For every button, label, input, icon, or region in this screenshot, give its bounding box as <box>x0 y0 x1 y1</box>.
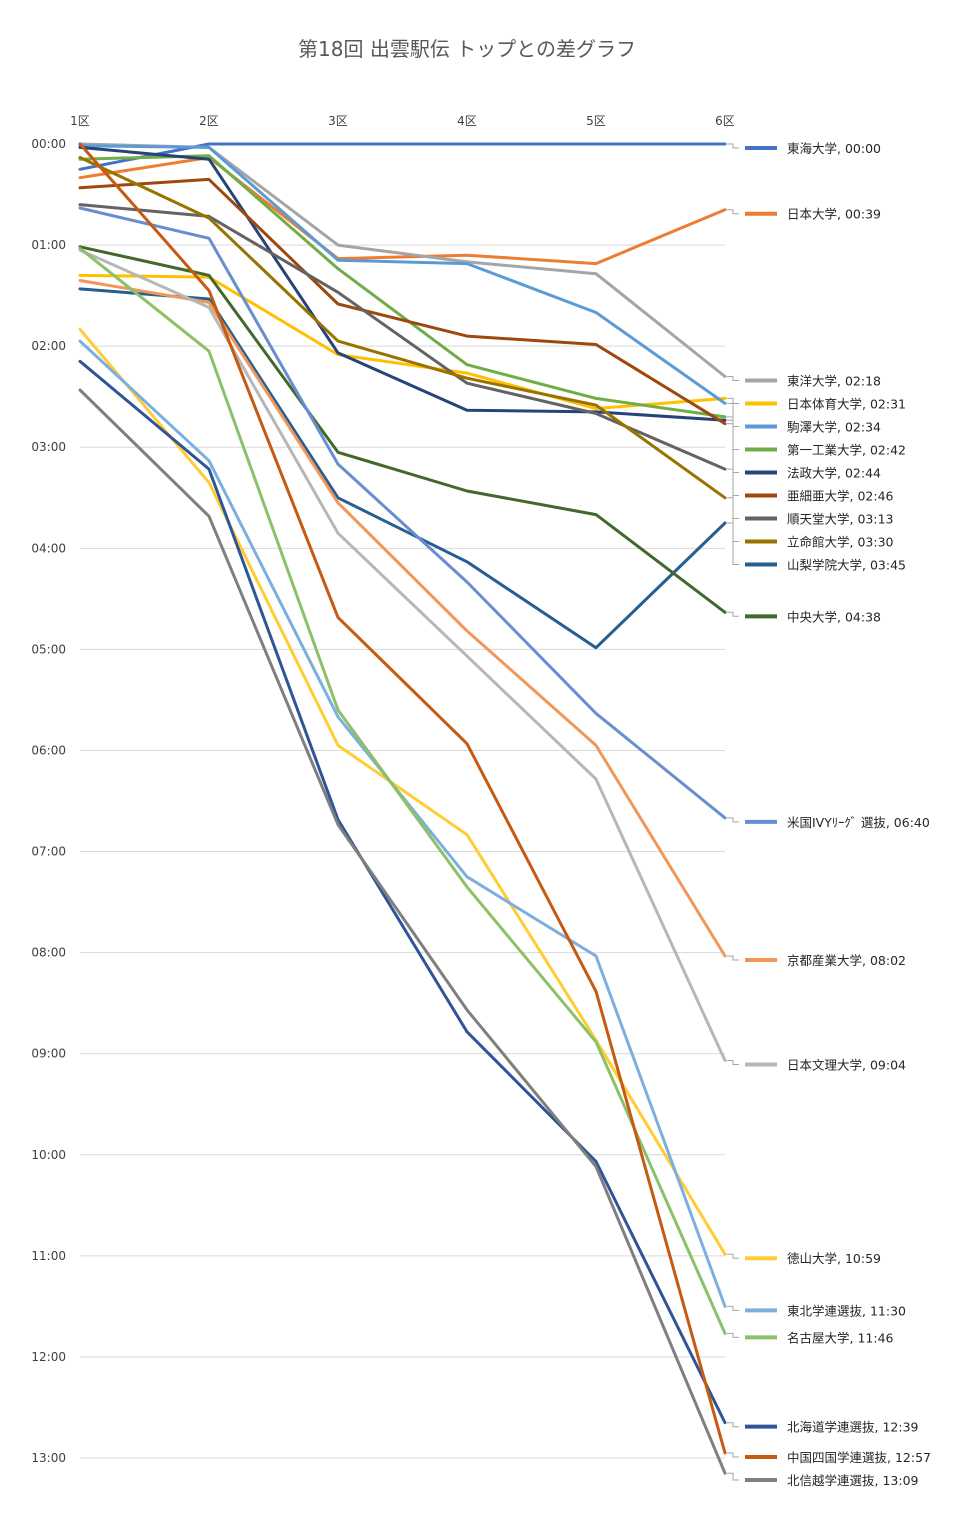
y-tick-label: 11:00 <box>31 1249 66 1263</box>
y-tick-label: 02:00 <box>31 339 66 353</box>
legend-label: 順天堂大学, 03:13 <box>787 511 893 526</box>
legend-leader-line <box>727 1422 739 1428</box>
legend-leader-line <box>727 1060 739 1065</box>
gridlines <box>80 244 725 1459</box>
series-lines <box>78 142 727 1475</box>
legend: 東海大学, 00:00 日本大学, 00:39 東洋大学, 02:18 日本体育大学,… <box>727 141 931 1488</box>
legend-label: 日本体育大学, 02:31 <box>787 396 906 411</box>
legend-label: 東北学連選抜, 11:30 <box>787 1303 906 1318</box>
y-tick-label: 06:00 <box>31 743 66 757</box>
series-line <box>78 246 727 1335</box>
legend-label: 立命館大学, 03:30 <box>787 534 894 549</box>
series-line <box>78 154 727 419</box>
legend-label: 日本大学, 00:39 <box>787 207 881 222</box>
series-line <box>78 388 727 1475</box>
legend-label: 日本文理大学, 09:04 <box>787 1057 906 1072</box>
y-tick-label: 07:00 <box>31 845 66 859</box>
legend-label: 米国IVYﾘｰｸﾞ 選抜, 06:40 <box>787 815 930 830</box>
legend-label: 亜細亜大学, 02:46 <box>787 488 894 503</box>
series-line <box>78 177 727 426</box>
legend-leader-line <box>727 1253 739 1259</box>
legend-leader-line <box>727 402 739 427</box>
x-tick-label: 3区 <box>328 114 348 128</box>
x-tick-label: 5区 <box>586 114 606 128</box>
legend-label: 中央大学, 04:38 <box>787 609 881 624</box>
x-tick-label: 4区 <box>457 114 477 128</box>
legend-label: 徳山大学, 10:59 <box>787 1251 881 1266</box>
legend-leader-line <box>727 497 739 542</box>
legend-label: 名古屋大学, 11:46 <box>787 1330 894 1345</box>
legend-label: 中国四国学連選抜, 12:57 <box>787 1450 931 1465</box>
legend-label: 法政大学, 02:44 <box>787 465 881 480</box>
y-tick-label: 08:00 <box>31 946 66 960</box>
series-line <box>78 248 727 1062</box>
y-tick-label: 13:00 <box>31 1451 66 1465</box>
legend-leader-line <box>727 955 739 961</box>
legend-leader-line <box>727 143 739 149</box>
y-tick-label: 01:00 <box>31 238 66 252</box>
series-line <box>78 156 727 266</box>
legend-leader-line <box>727 376 739 381</box>
legend-leader-line <box>727 1332 739 1338</box>
y-tick-label: 05:00 <box>31 642 66 656</box>
series-line <box>78 156 727 500</box>
legend-leader-line <box>727 611 739 617</box>
y-tick-label: 03:00 <box>31 440 66 454</box>
legend-leader-line <box>727 209 739 215</box>
series-line <box>78 142 727 378</box>
series-line <box>78 203 727 471</box>
series-line <box>78 245 727 614</box>
x-tick-label: 1区 <box>70 114 90 128</box>
legend-leader-line <box>727 468 739 519</box>
series-line <box>78 359 727 1425</box>
series-line <box>78 142 727 1455</box>
legend-label: 京都産業大学, 08:02 <box>787 953 906 968</box>
legend-label: 第一工業大学, 02:42 <box>787 442 906 457</box>
legend-leader-line <box>727 423 739 496</box>
axis-labels: 00:00 01:00 02:00 03:00 04:00 05:00 06:00 07:00… <box>31 114 734 1465</box>
series-line <box>78 327 727 1256</box>
chart-title: 第18回 出雲駅伝 トップとの差グラフ <box>298 37 636 61</box>
legend-label: 北信越学連選抜, 13:09 <box>787 1473 919 1488</box>
y-tick-label: 10:00 <box>31 1148 66 1162</box>
x-tick-label: 2区 <box>199 114 219 128</box>
legend-leader-line <box>727 1305 739 1311</box>
legend-label: 東洋大学, 02:18 <box>787 373 881 388</box>
legend-leader-line <box>727 817 739 823</box>
legend-label: 北海道学連選抜, 12:39 <box>787 1420 919 1435</box>
legend-leader-line <box>727 1452 739 1458</box>
y-tick-label: 00:00 <box>31 137 66 151</box>
series-line <box>78 206 727 820</box>
series-line <box>78 144 727 405</box>
legend-leader-line <box>727 522 739 565</box>
y-tick-label: 04:00 <box>31 541 66 555</box>
legend-leader-line <box>727 397 739 404</box>
series-line <box>78 273 727 410</box>
legend-label: 駒澤大学, 02:34 <box>787 419 881 434</box>
legend-label: 東海大学, 00:00 <box>787 141 881 156</box>
x-tick-label: 6区 <box>715 114 735 128</box>
y-tick-label: 12:00 <box>31 1350 66 1364</box>
y-tick-label: 09:00 <box>31 1047 66 1061</box>
legend-label: 山梨学院大学, 03:45 <box>787 557 906 572</box>
legend-leader-line <box>727 1472 739 1481</box>
series-line <box>78 145 727 422</box>
